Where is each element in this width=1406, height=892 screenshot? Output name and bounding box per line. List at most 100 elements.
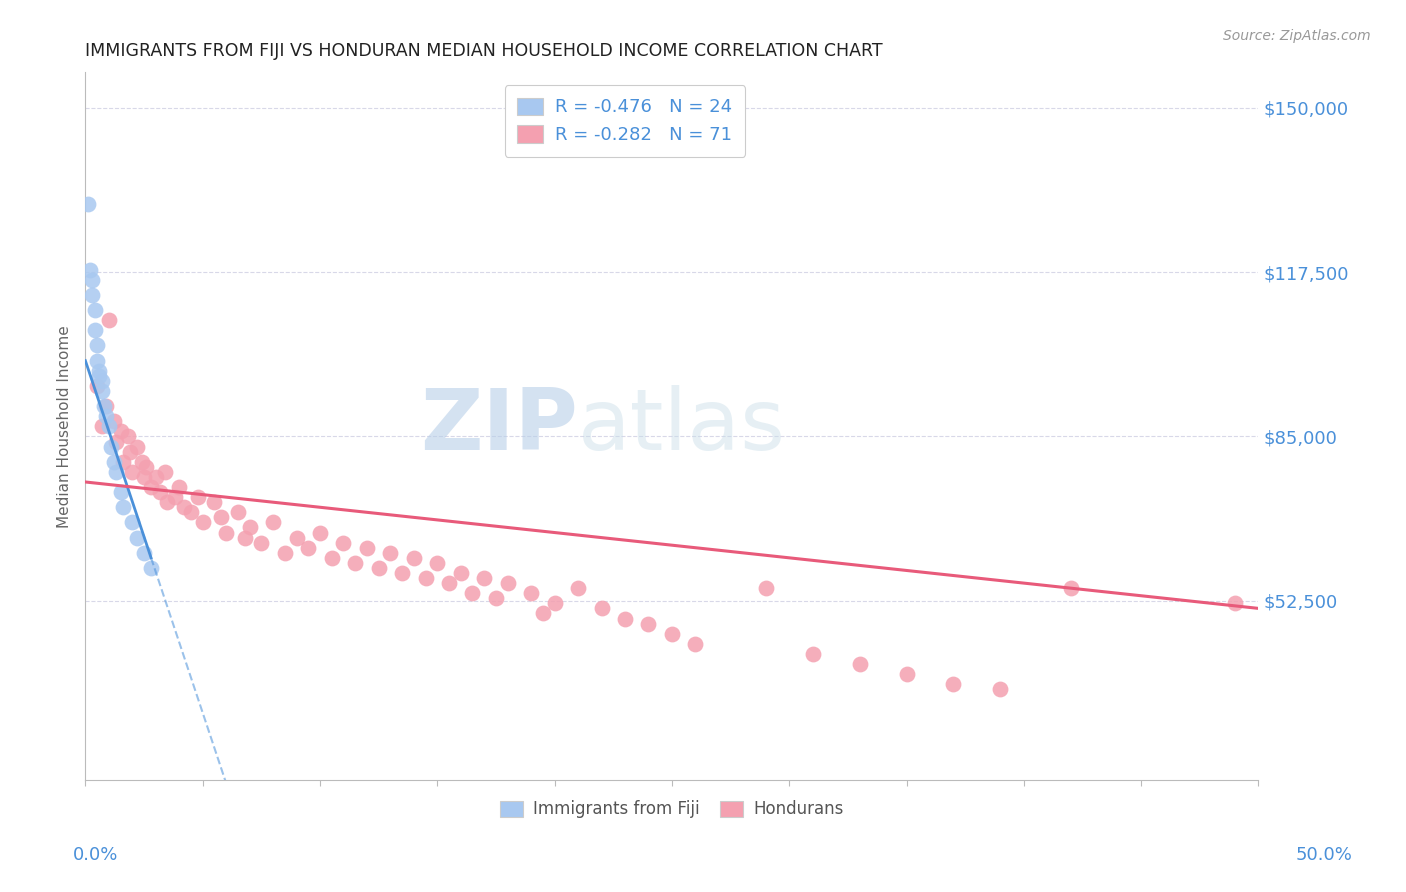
Point [1223, 596, 1246, 610]
Point [285, 531, 308, 545]
Point [233, 531, 256, 545]
Point [274, 546, 297, 560]
Point [86, 379, 108, 393]
Point [543, 596, 565, 610]
Point [942, 677, 965, 691]
Point [531, 607, 554, 621]
Point [567, 581, 589, 595]
Text: Source: ZipAtlas.com: Source: ZipAtlas.com [1223, 29, 1371, 44]
Point [90, 384, 112, 398]
Point [110, 485, 132, 500]
Point [180, 505, 202, 519]
Point [344, 556, 367, 570]
Point [262, 516, 284, 530]
Point [848, 657, 870, 671]
Point [83, 303, 105, 318]
Point [104, 465, 127, 479]
Text: 0.0%: 0.0% [73, 846, 118, 863]
Point [461, 586, 484, 600]
Text: ZIP: ZIP [420, 384, 578, 468]
Point [132, 546, 155, 560]
Point [173, 500, 195, 515]
Point [90, 419, 112, 434]
Point [591, 601, 613, 615]
Point [139, 480, 162, 494]
Point [211, 510, 233, 524]
Point [990, 682, 1012, 697]
Point [135, 459, 157, 474]
Point [117, 429, 139, 443]
Text: IMMIGRANTS FROM FIJI VS HONDURAN MEDIAN HOUSEHOLD INCOME CORRELATION CHART: IMMIGRANTS FROM FIJI VS HONDURAN MEDIAN … [86, 42, 883, 60]
Point [239, 520, 262, 534]
Point [367, 561, 389, 575]
Point [402, 550, 425, 565]
Point [118, 444, 141, 458]
Point [153, 465, 176, 479]
Point [202, 495, 225, 509]
Point [520, 586, 543, 600]
Point [321, 550, 343, 565]
Point [125, 531, 148, 545]
Point [163, 490, 186, 504]
Point [472, 571, 495, 585]
Point [132, 470, 155, 484]
Point [96, 409, 118, 424]
Point [426, 556, 449, 570]
Point [100, 440, 122, 454]
Point [110, 425, 132, 439]
Point [83, 323, 105, 337]
Point [90, 374, 112, 388]
Point [415, 571, 437, 585]
Point [149, 485, 172, 500]
Point [755, 581, 778, 595]
Point [215, 525, 238, 540]
Point [661, 626, 683, 640]
Text: atlas: atlas [578, 384, 786, 468]
Point [309, 525, 332, 540]
Point [637, 616, 659, 631]
Point [191, 516, 214, 530]
Point [111, 500, 134, 515]
Point [139, 561, 162, 575]
Point [167, 480, 190, 494]
Point [685, 637, 707, 651]
Y-axis label: Median Household Income: Median Household Income [58, 325, 72, 528]
Legend: Immigrants from Fiji, Hondurans: Immigrants from Fiji, Hondurans [494, 794, 851, 825]
Point [97, 313, 120, 327]
Point [86, 338, 108, 352]
Point [450, 566, 472, 580]
Point [145, 470, 167, 484]
Point [93, 399, 115, 413]
Point [297, 541, 319, 555]
Point [356, 541, 378, 555]
Point [496, 576, 519, 591]
Point [97, 419, 120, 434]
Point [125, 440, 148, 454]
Point [437, 576, 460, 591]
Point [391, 566, 413, 580]
Point [89, 368, 111, 383]
Point [82, 273, 104, 287]
Point [89, 364, 111, 378]
Point [121, 465, 143, 479]
Point [896, 667, 918, 681]
Point [103, 455, 125, 469]
Point [86, 353, 108, 368]
Text: 50.0%: 50.0% [1296, 846, 1353, 863]
Point [187, 490, 209, 504]
Point [79, 262, 101, 277]
Point [485, 591, 508, 606]
Point [156, 495, 179, 509]
Point [250, 535, 273, 549]
Point [801, 647, 824, 661]
Point [131, 455, 153, 469]
Point [103, 414, 125, 428]
Point [226, 505, 249, 519]
Point [380, 546, 402, 560]
Point [96, 399, 118, 413]
Point [332, 535, 354, 549]
Point [121, 516, 143, 530]
Point [104, 434, 127, 449]
Point [111, 455, 134, 469]
Point [76, 197, 98, 211]
